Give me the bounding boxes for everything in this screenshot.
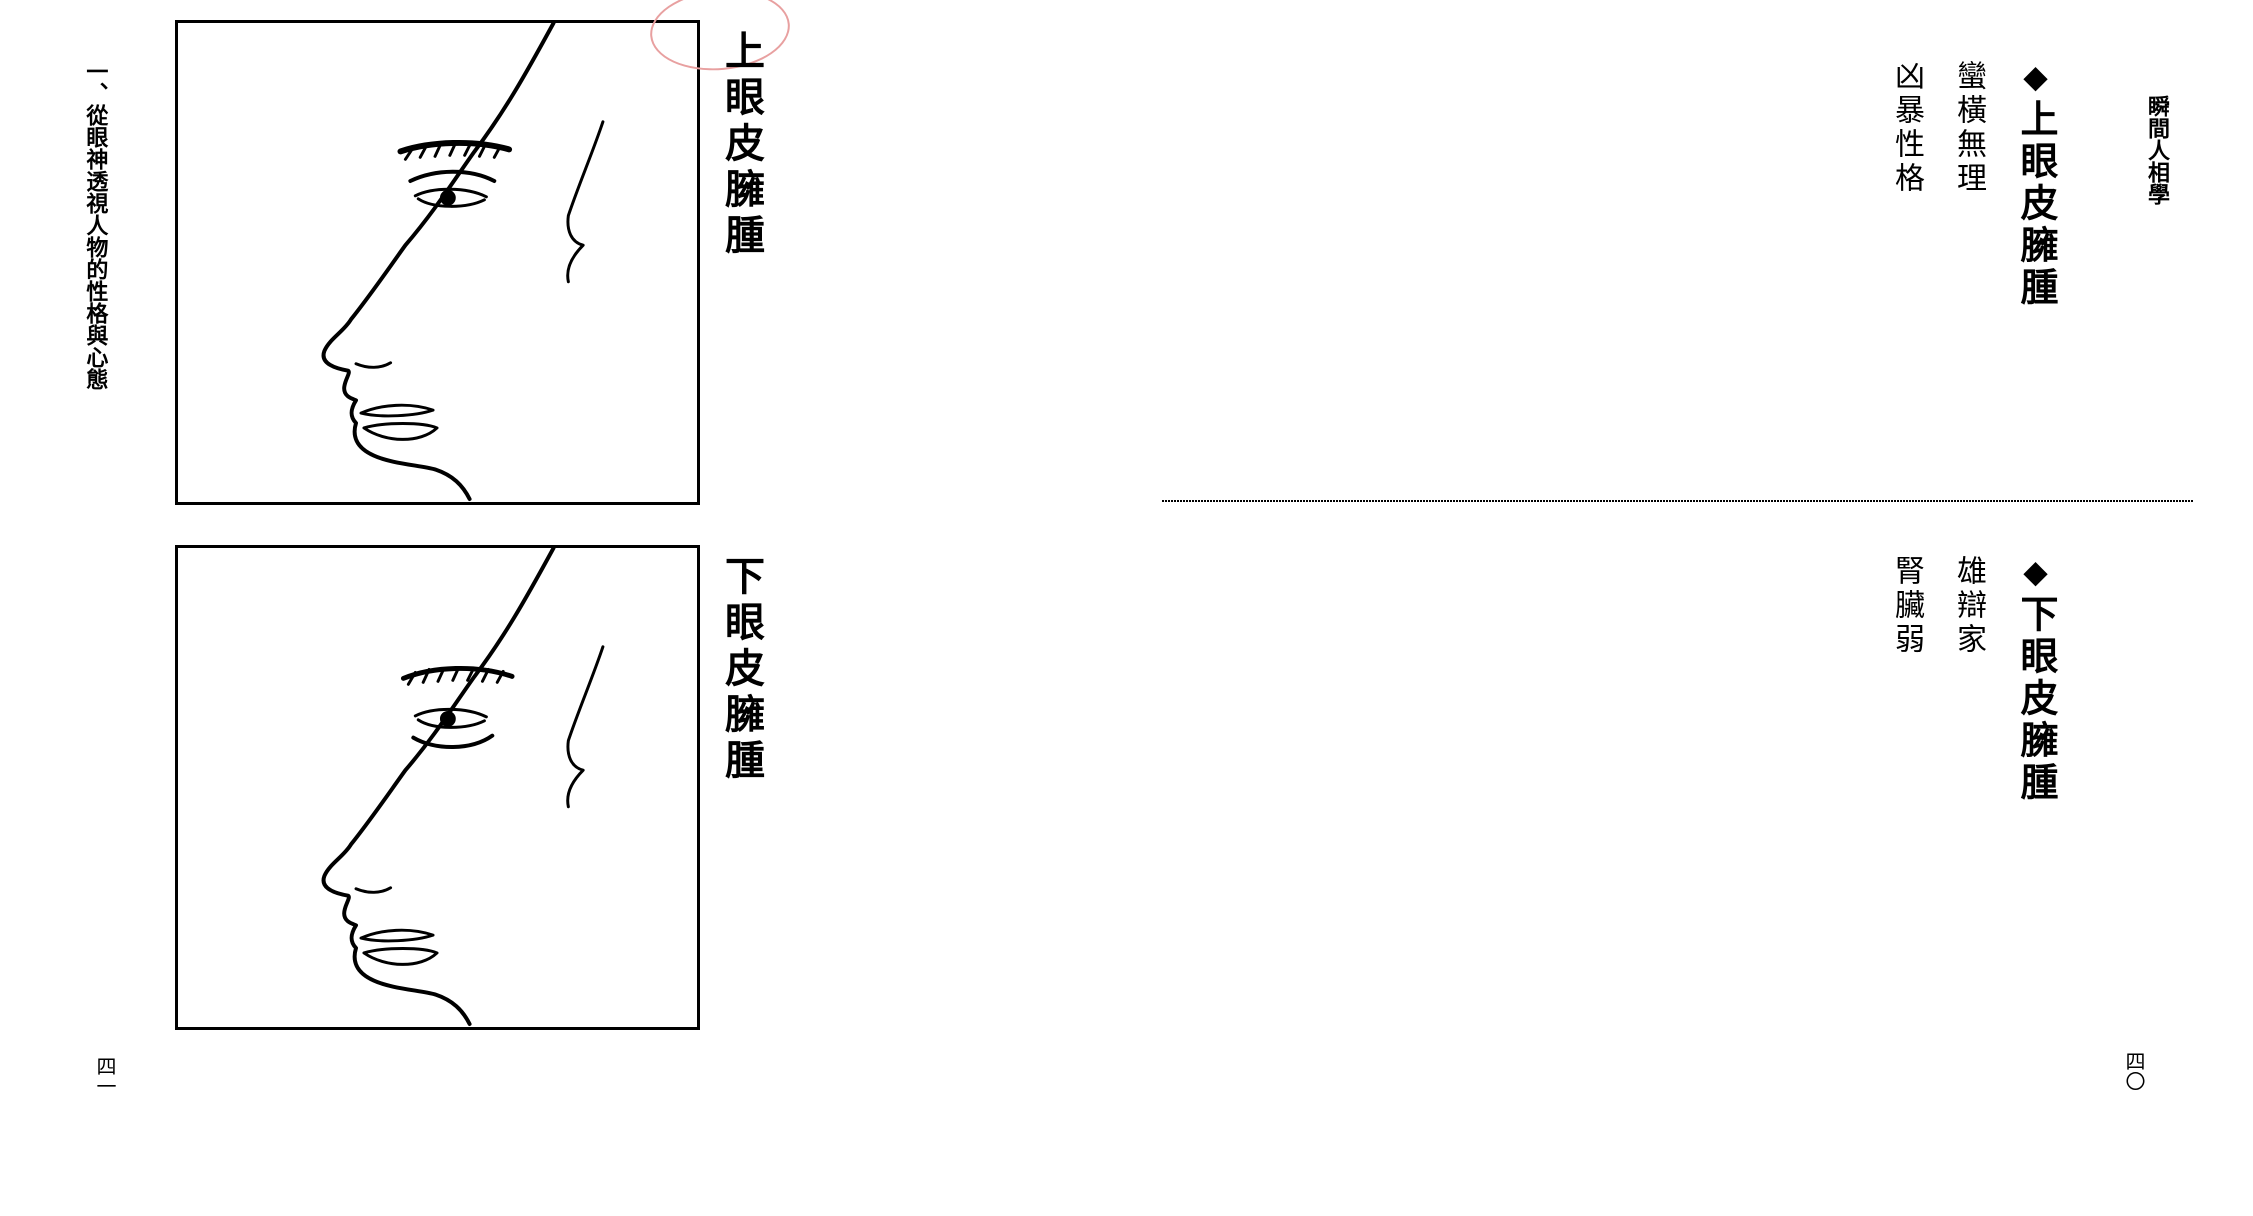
section-title-text: 上眼皮臃腫 — [2014, 99, 2056, 309]
face-profile-upper — [178, 23, 697, 502]
section-divider — [1162, 500, 2194, 502]
page-number-right: 四〇 — [2119, 1051, 2148, 1091]
figure-upper-eyelid: 上眼皮臃腫 — [175, 20, 710, 505]
page-number-left: 四一 — [90, 1056, 119, 1096]
chapter-caption: 一、從眼神透視人物的性格與心態 — [82, 60, 108, 390]
trait-item: 腎臟弱 — [1884, 555, 1928, 804]
figure-label-lower: 下眼皮臃腫 — [712, 555, 770, 785]
face-profile-lower — [178, 548, 697, 1027]
book-spread: 一、從眼神透視人物的性格與心態 四一 — [0, 0, 2253, 1216]
section-title: ◆下眼皮臃腫 — [2008, 555, 2063, 804]
figure-frame — [175, 545, 700, 1030]
section-upper-eyelid: ◆上眼皮臃腫 蠻橫無理 凶暴性格 — [1884, 60, 2063, 309]
section-lower-eyelid: ◆下眼皮臃腫 雄辯家 腎臟弱 — [1884, 555, 2063, 804]
page-left: 一、從眼神透視人物的性格與心態 四一 — [0, 0, 1127, 1216]
figure-frame — [175, 20, 700, 505]
trait-item: 凶暴性格 — [1884, 60, 1928, 309]
diamond-bullet-icon: ◆ — [2019, 60, 2052, 99]
book-title-header: 瞬間人相學 — [2141, 95, 2173, 205]
diamond-bullet-icon: ◆ — [2019, 555, 2052, 594]
trait-item: 蠻橫無理 — [1946, 60, 1990, 309]
section-title: ◆上眼皮臃腫 — [2008, 60, 2063, 309]
trait-item: 雄辯家 — [1946, 555, 1990, 804]
figure-label-upper: 上眼皮臃腫 — [712, 30, 770, 260]
figure-lower-eyelid: 下眼皮臃腫 — [175, 545, 710, 1030]
section-title-text: 下眼皮臃腫 — [2014, 594, 2056, 804]
page-right: 瞬間人相學 ◆上眼皮臃腫 蠻橫無理 凶暴性格 ◆下眼皮臃腫 雄辯家 腎臟弱 四〇 — [1127, 0, 2253, 1216]
